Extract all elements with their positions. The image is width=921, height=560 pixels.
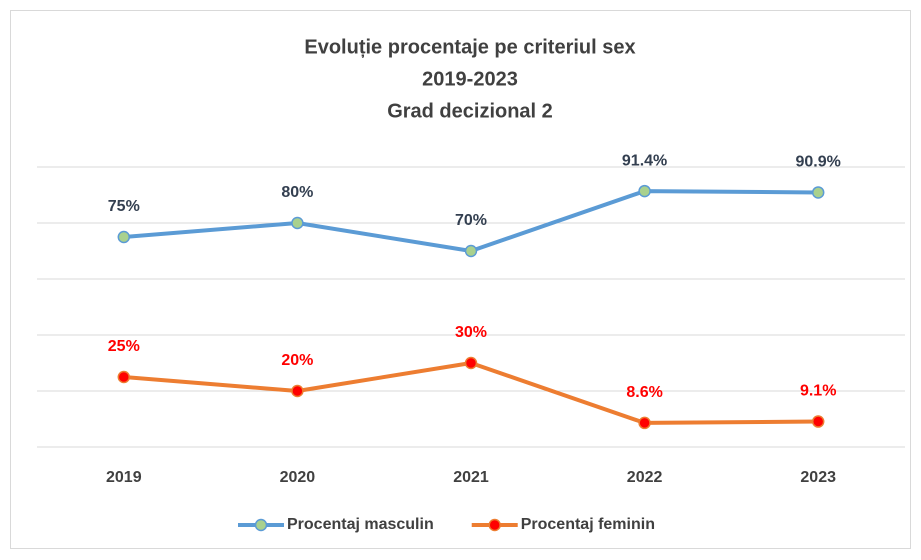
data-label: 70% — [455, 212, 487, 229]
x-tick-label: 2021 — [453, 469, 489, 486]
chart-title: 2019-2023 — [422, 68, 518, 90]
data-label: 30% — [455, 324, 487, 341]
chart-title: Evoluție procentaje pe criteriul sex — [304, 36, 635, 58]
marker — [291, 216, 304, 230]
legend-marker — [254, 518, 268, 532]
marker — [291, 384, 304, 398]
data-label: 75% — [108, 198, 140, 215]
x-tick-label: 2019 — [106, 469, 142, 486]
x-tick-label: 2022 — [627, 469, 663, 486]
marker — [638, 416, 651, 430]
marker — [464, 244, 478, 258]
data-label: 9.1% — [800, 383, 836, 400]
marker — [638, 184, 651, 198]
chart-title: Grad decizional 2 — [387, 100, 553, 122]
data-label: 25% — [108, 338, 140, 355]
marker — [811, 186, 825, 199]
x-tick-label: 2023 — [800, 469, 836, 486]
legend-label: Procentaj feminin — [521, 516, 655, 533]
x-tick-label: 2020 — [280, 469, 316, 486]
legend-label: Procentaj masculin — [287, 516, 434, 533]
data-label: 90.9% — [796, 154, 841, 171]
marker — [464, 356, 478, 370]
marker — [117, 370, 131, 384]
data-label: 91.4% — [622, 152, 667, 169]
data-label: 80% — [281, 184, 313, 201]
data-label: 20% — [281, 352, 313, 369]
data-label: 8.6% — [626, 384, 662, 401]
marker — [117, 230, 131, 244]
marker — [811, 415, 825, 428]
legend-marker — [488, 518, 501, 532]
